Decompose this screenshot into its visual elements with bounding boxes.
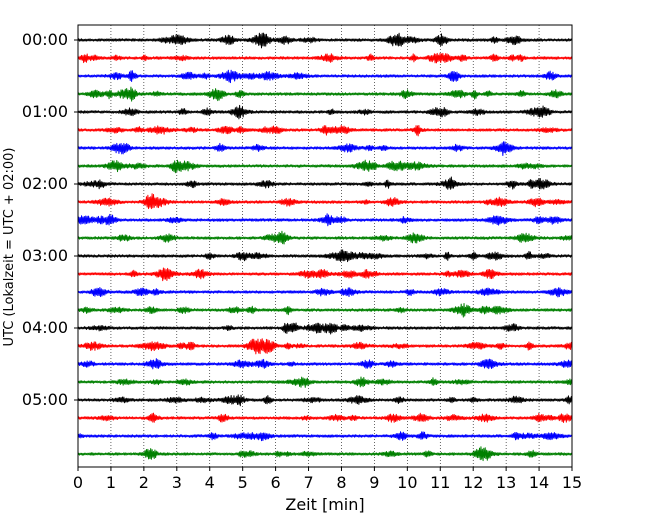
- trace-line: [77, 286, 573, 298]
- x-tick-label: 14: [529, 473, 549, 492]
- plot-frame: [77, 24, 573, 468]
- trace-line: [77, 52, 573, 64]
- trace-line: [77, 376, 573, 388]
- y-tick-label: 01:00: [22, 102, 68, 121]
- trace-line: [77, 124, 573, 137]
- x-tick-label: 0: [73, 473, 83, 492]
- y-axis-ticks: 00:00 01:00 02:00 03:00 04:00 05:00: [22, 30, 78, 409]
- x-tick-label: 4: [205, 473, 215, 492]
- x-tick-label: 15: [562, 473, 582, 492]
- trace-line: [77, 193, 573, 210]
- trace-lines: [77, 32, 573, 462]
- x-tick-label: 8: [336, 473, 346, 492]
- trace-line: [77, 338, 573, 355]
- x-tick-label: 2: [139, 473, 149, 492]
- trace-line: [77, 213, 573, 227]
- x-tick-label: 3: [172, 473, 182, 492]
- x-axis-label: Zeit [min]: [285, 495, 364, 514]
- x-tick-label: 13: [496, 473, 516, 492]
- x-tick-label: 7: [303, 473, 313, 492]
- trace-line: [77, 86, 573, 102]
- trace-line: [77, 322, 573, 335]
- x-tick-label: 10: [397, 473, 417, 492]
- y-tick-label: 05:00: [22, 390, 68, 409]
- trace-line: [77, 141, 573, 156]
- x-tick-label: 11: [430, 473, 450, 492]
- trace-line: [77, 267, 573, 282]
- x-tick-label: 5: [238, 473, 248, 492]
- trace-line: [77, 431, 573, 442]
- x-tick-label: 12: [463, 473, 483, 492]
- x-tick-label: 9: [369, 473, 379, 492]
- y-tick-label: 03:00: [22, 246, 68, 265]
- trace-line: [77, 69, 573, 84]
- y-axis-label: UTC (Lokalzeit = UTC + 02:00): [2, 148, 17, 347]
- x-tick-label: 6: [271, 473, 281, 492]
- trace-line: [77, 446, 573, 462]
- y-tick-label: 02:00: [22, 174, 68, 193]
- trace-line: [77, 249, 573, 263]
- trace-line: [77, 394, 573, 407]
- trace-line: [77, 230, 573, 245]
- y-tick-label: 00:00: [22, 30, 68, 49]
- x-axis-ticks: 0 1 2 3 4 5 6 7 8 9 10 11 12 13 14 15: [73, 467, 582, 492]
- trace-line: [77, 104, 573, 120]
- trace-line: [77, 412, 573, 423]
- trace-line: [77, 32, 573, 49]
- x-tick-label: 1: [106, 473, 116, 492]
- y-tick-label: 04:00: [22, 318, 68, 337]
- trace-line: [77, 159, 573, 174]
- trace-line: [77, 176, 573, 190]
- trace-line: [77, 358, 573, 370]
- trace-line: [77, 303, 573, 318]
